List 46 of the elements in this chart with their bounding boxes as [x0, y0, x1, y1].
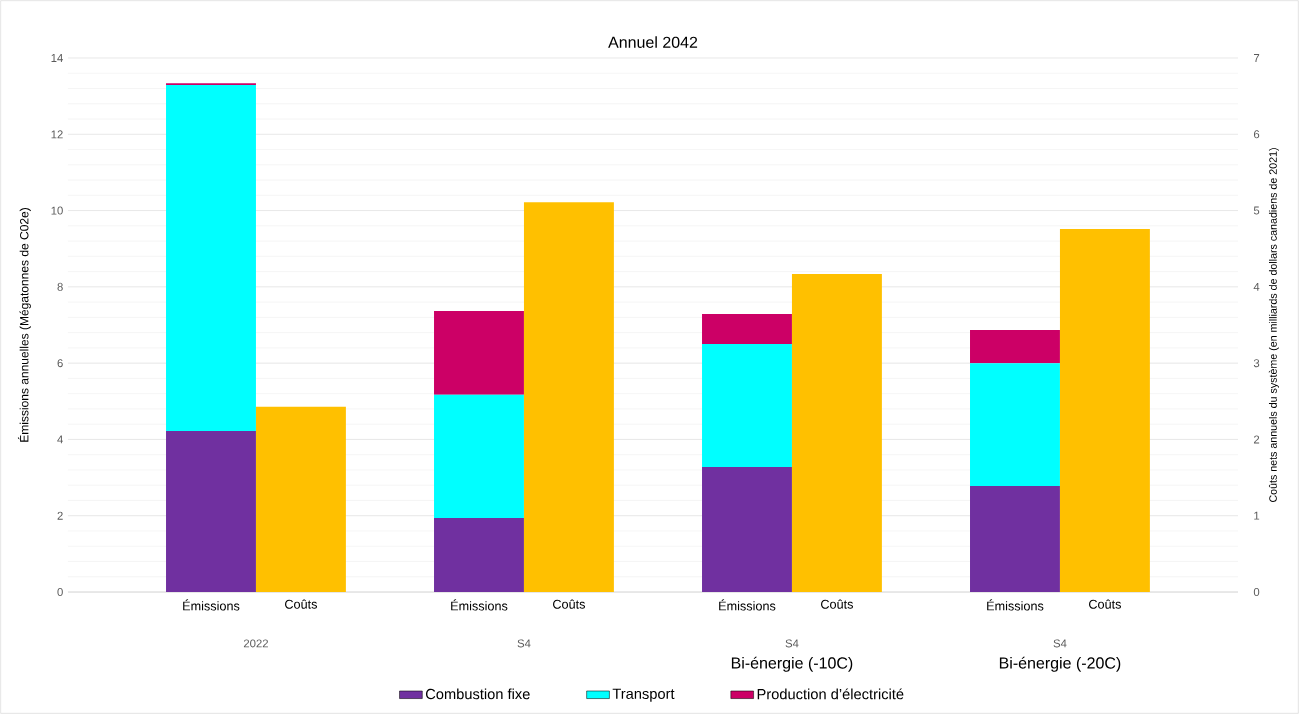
- y-axis-title: Émissions annuelles (Mégatonnes de C02e): [17, 208, 31, 442]
- bar: [1059, 228, 1150, 592]
- text: Bi-énergie (-20C): [999, 656, 1121, 672]
- bar: [702, 313, 792, 345]
- bar: [970, 485, 1060, 592]
- y2-axis-title: Coûts nets annuels du système (en milliards de dollars canadiens de 2021): [1268, 148, 1279, 503]
- x-tick-label: Émissions: [719, 599, 776, 611]
- x-tick-label: Émissions: [451, 599, 508, 611]
- bar: [970, 329, 1060, 364]
- bar: [434, 310, 524, 395]
- text: S4: [785, 639, 799, 648]
- y2-tick-label: 3: [1253, 359, 1260, 368]
- x-tick-label: Coûts: [1089, 599, 1121, 609]
- y-tick-label: 6: [57, 359, 63, 368]
- y-tick-label: 8: [57, 282, 63, 291]
- x-tick-label: Émissions: [987, 599, 1044, 611]
- legend-label: Combustion fixe: [425, 688, 530, 700]
- y-tick-label: 0: [57, 588, 63, 597]
- text: S4: [1053, 639, 1067, 648]
- y-tick-label: 14: [51, 54, 63, 62]
- y2-tick-label: 1: [1254, 511, 1260, 520]
- bar: [434, 394, 524, 518]
- bar: [434, 518, 524, 592]
- x-tick-label: Émissions: [183, 599, 240, 611]
- y2-tick-label: 7: [1253, 54, 1260, 62]
- chart-title: Annuel 2042: [608, 36, 698, 48]
- x-tick-label: Coûts: [821, 599, 853, 609]
- y2-tick-label: 0: [1253, 588, 1260, 596]
- legend-label: Production d’électricité: [757, 688, 904, 700]
- y2-tick-label: 5: [1253, 206, 1260, 215]
- bar: [791, 273, 882, 592]
- text: S4: [517, 639, 531, 648]
- text: 2022: [243, 639, 268, 648]
- y2-tick-label: 4: [1253, 282, 1260, 291]
- bar: [523, 202, 614, 592]
- y-tick-label: 2: [57, 511, 63, 520]
- x-tick-label: Coûts: [285, 599, 318, 609]
- text: Bi-énergie (-10C): [731, 656, 853, 672]
- y2-tick-label: 6: [1253, 130, 1260, 139]
- y-tick-label: 10: [51, 206, 63, 215]
- y2-tick-label: 2: [1253, 435, 1260, 444]
- y-tick-label: 4: [57, 435, 63, 444]
- x-tick-label: Coûts: [553, 599, 585, 609]
- legend-label: Transport: [612, 688, 675, 702]
- y-tick-label: 12: [51, 130, 63, 139]
- bar: [166, 85, 256, 432]
